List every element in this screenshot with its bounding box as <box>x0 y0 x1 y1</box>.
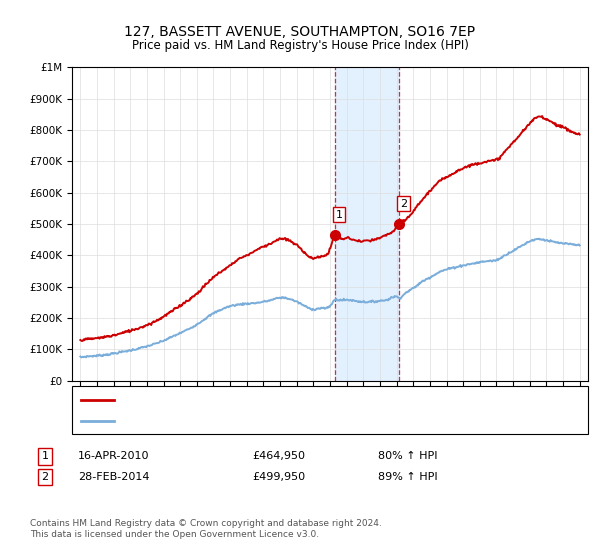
Text: 2: 2 <box>400 199 407 209</box>
Text: £499,950: £499,950 <box>252 472 305 482</box>
Text: 80% ↑ HPI: 80% ↑ HPI <box>378 451 437 461</box>
Text: 1: 1 <box>41 451 49 461</box>
Text: Contains HM Land Registry data © Crown copyright and database right 2024.
This d: Contains HM Land Registry data © Crown c… <box>30 520 382 539</box>
Text: 127, BASSETT AVENUE, SOUTHAMPTON, SO16 7EP (detached house): 127, BASSETT AVENUE, SOUTHAMPTON, SO16 7… <box>120 395 478 405</box>
Bar <box>335 67 399 381</box>
Text: Price paid vs. HM Land Registry's House Price Index (HPI): Price paid vs. HM Land Registry's House … <box>131 39 469 52</box>
Text: 2: 2 <box>41 472 49 482</box>
Text: HPI: Average price, detached house, Southampton: HPI: Average price, detached house, Sout… <box>120 416 383 426</box>
Text: 1: 1 <box>335 209 343 220</box>
Text: £464,950: £464,950 <box>252 451 305 461</box>
Text: 16-APR-2010: 16-APR-2010 <box>78 451 149 461</box>
Text: 28-FEB-2014: 28-FEB-2014 <box>78 472 149 482</box>
Text: 127, BASSETT AVENUE, SOUTHAMPTON, SO16 7EP: 127, BASSETT AVENUE, SOUTHAMPTON, SO16 7… <box>124 25 476 39</box>
Text: 89% ↑ HPI: 89% ↑ HPI <box>378 472 437 482</box>
